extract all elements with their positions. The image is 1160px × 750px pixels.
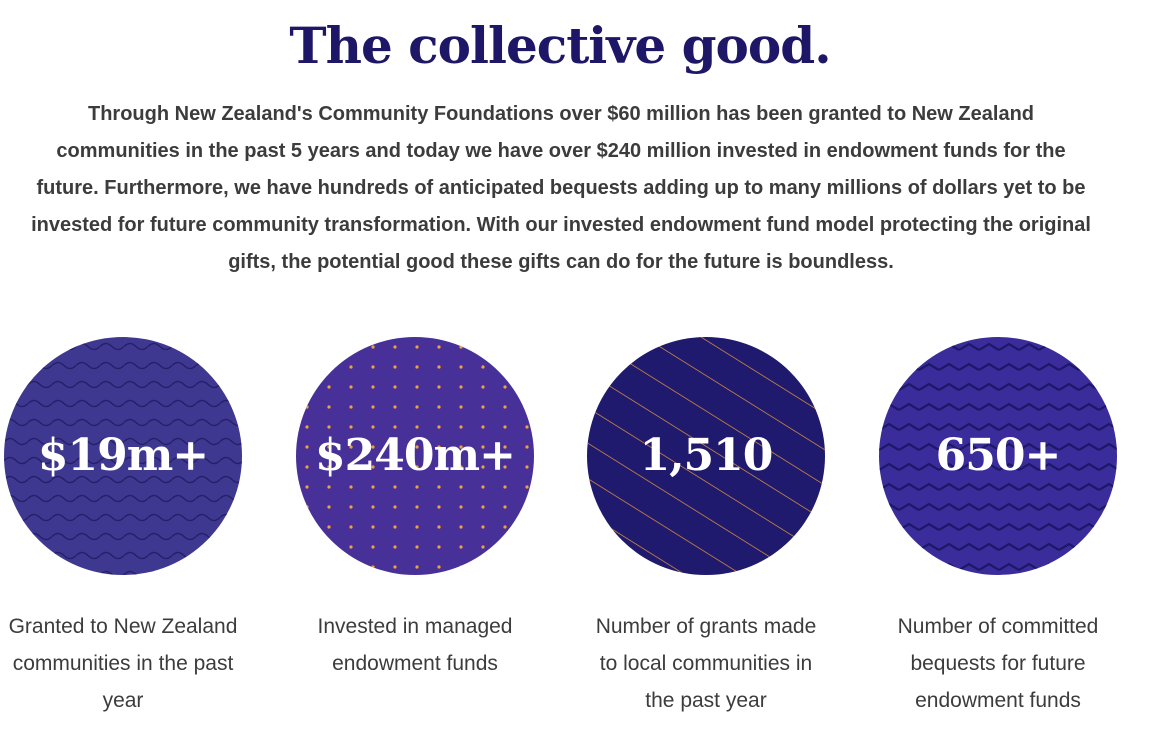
stat-value: $19m+ — [37, 430, 209, 481]
stat-bequests: 650+ Number of committed bequests for fu… — [858, 337, 1138, 719]
stat-circle-waves: $19m+ — [4, 337, 242, 575]
stat-value: $240m+ — [315, 430, 516, 481]
stat-invested: $240m+ Invested in managed endowment fun… — [275, 337, 555, 682]
stripe-pattern-graphic — [587, 337, 825, 575]
stat-caption: Invested in managed endowment funds — [317, 615, 513, 675]
stat-caption: Number of grants made to local communiti… — [595, 615, 817, 712]
intro-paragraph: Through New Zealand's Community Foundati… — [31, 103, 1091, 273]
stat-circle-stripes: 1,510 — [587, 337, 825, 575]
stat-granted: $19m+ Granted to New Zealand communities… — [0, 337, 263, 719]
zigzag-pattern-graphic — [879, 337, 1117, 575]
stat-circle-dots: $240m+ — [296, 337, 534, 575]
stat-caption: Granted to New Zealand communities in th… — [8, 615, 238, 712]
stat-grants: 1,510 Number of grants made to local com… — [566, 337, 846, 719]
stat-caption: Number of committed bequests for future … — [897, 615, 1099, 712]
stat-value: 1,510 — [639, 430, 774, 481]
wave-pattern-graphic — [4, 337, 242, 575]
page-title: The collective good. — [289, 16, 831, 75]
stat-circle-zigzag: 650+ — [879, 337, 1117, 575]
stat-value: 650+ — [935, 430, 1062, 481]
dot-pattern-graphic — [296, 337, 534, 575]
